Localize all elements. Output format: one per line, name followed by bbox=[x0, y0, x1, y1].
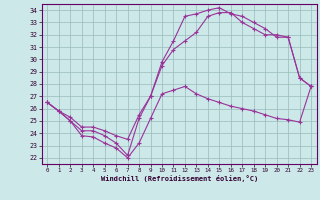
X-axis label: Windchill (Refroidissement éolien,°C): Windchill (Refroidissement éolien,°C) bbox=[100, 175, 258, 182]
